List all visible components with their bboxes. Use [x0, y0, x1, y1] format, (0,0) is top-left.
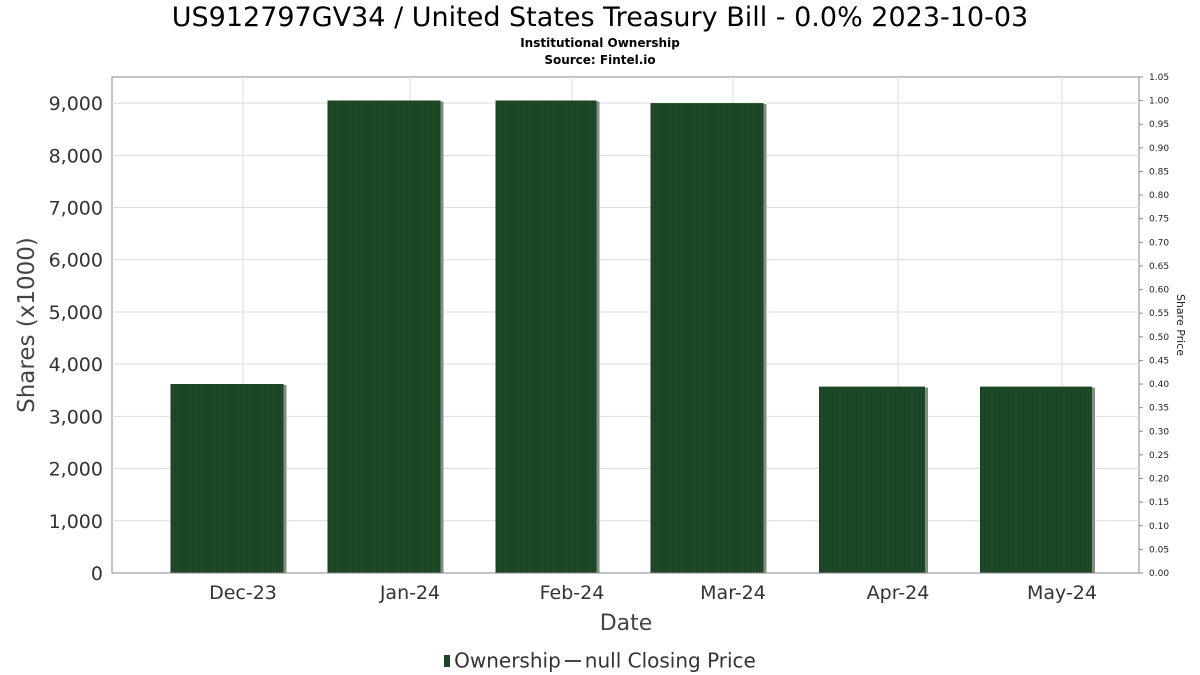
y-tick-label: 4,000: [49, 354, 103, 376]
y-tick-label: 6,000: [49, 250, 103, 272]
x-tick-label: Feb-24: [540, 582, 605, 604]
y-tick-label: 2,000: [49, 459, 103, 481]
x-tick-label: Apr-24: [867, 582, 930, 604]
legend-price-label: null Closing Price: [584, 648, 756, 673]
y2-tick-label: 0.05: [1149, 545, 1169, 555]
y-axis-title: Shares (x1000): [14, 237, 40, 413]
bar: [980, 386, 1092, 573]
y2-tick-label: 0.45: [1149, 356, 1169, 366]
y-tick-label: 1,000: [49, 511, 103, 533]
y2-tick-label: 0.35: [1149, 404, 1169, 414]
y-tick-label: 8,000: [49, 145, 103, 167]
y2-tick-label: 0.80: [1149, 191, 1169, 201]
y2-tick-label: 0.90: [1149, 144, 1169, 154]
y2-tick-label: 0.00: [1149, 569, 1169, 579]
bar: [650, 103, 764, 574]
y2-tick-label: 0.65: [1149, 262, 1169, 272]
bar: [327, 100, 441, 573]
y2-tick-label: 1.00: [1149, 97, 1169, 107]
chart-subtitle: Institutional Ownership: [520, 36, 680, 50]
legend-ownership-swatch: [444, 654, 451, 667]
y2-tick-label: 0.30: [1149, 427, 1169, 437]
chart-title: US912797GV34 / United States Treasury Bi…: [171, 2, 1029, 33]
y2-axis-title: Share Price: [1174, 294, 1187, 356]
y2-tick-label: 0.60: [1149, 286, 1169, 296]
y2-tick-label: 0.40: [1149, 380, 1169, 390]
y2-tick-label: 0.15: [1149, 498, 1169, 508]
y2-tick-label: 0.50: [1149, 333, 1169, 343]
y2-tick-label: 1.05: [1149, 73, 1169, 83]
y2-tick-label: 0.75: [1149, 215, 1169, 225]
x-tick-label: Mar-24: [700, 582, 766, 604]
y2-tick-label: 0.10: [1149, 522, 1169, 532]
x-tick-label: May-24: [1027, 582, 1097, 604]
y2-tick-label: 0.25: [1149, 451, 1169, 461]
legend-ownership-label: Ownership: [454, 648, 561, 673]
y2-tick-label: 0.70: [1149, 238, 1169, 248]
y-tick-label: 9,000: [49, 93, 103, 115]
y2-tick-label: 0.85: [1149, 167, 1169, 177]
chart-source: Source: Fintel.io: [544, 53, 656, 67]
y-tick-label: 0: [91, 563, 103, 585]
x-tick-label: Jan-24: [379, 582, 440, 604]
bar: [170, 383, 284, 573]
legend: Ownership null Closing Price: [0, 647, 1200, 673]
y2-tick-label: 0.95: [1149, 120, 1169, 130]
y-tick-label: 3,000: [49, 406, 103, 428]
y2-tick-label: 0.20: [1149, 475, 1169, 485]
legend-price-line: [564, 659, 581, 662]
x-axis-title: Date: [600, 611, 653, 636]
y-tick-label: 5,000: [49, 302, 103, 324]
y2-tick-label: 0.55: [1149, 309, 1169, 319]
bar: [819, 386, 925, 573]
y-tick-label: 7,000: [49, 198, 103, 220]
x-tick-label: Dec-23: [209, 582, 277, 604]
